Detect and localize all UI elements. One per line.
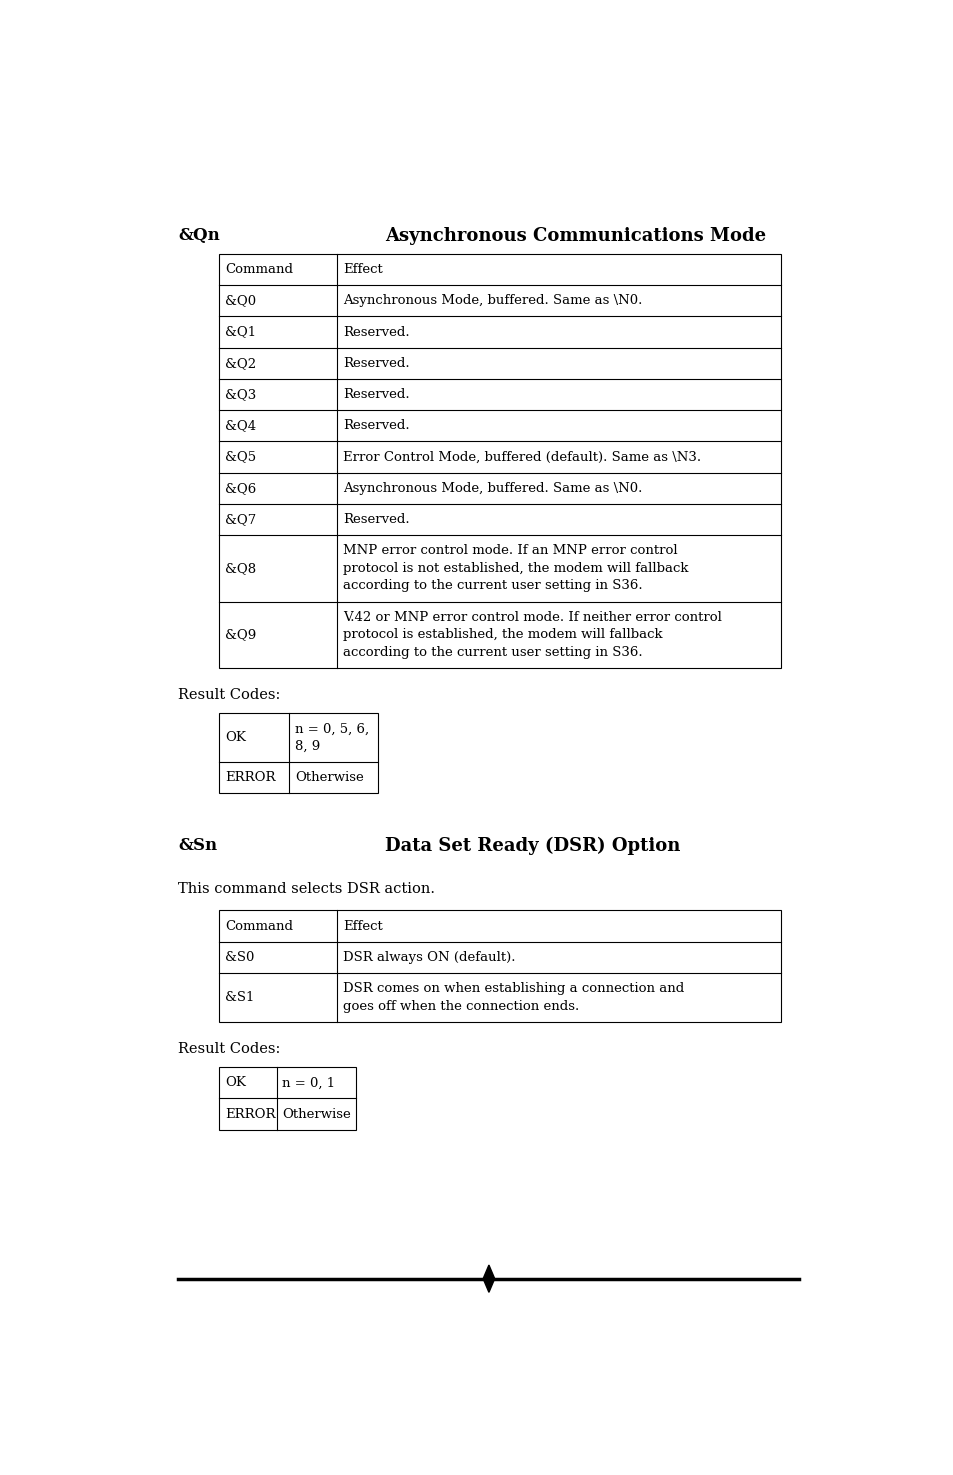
Text: MNP error control mode. If an MNP error control: MNP error control mode. If an MNP error …	[343, 544, 677, 558]
Text: DSR always ON (default).: DSR always ON (default).	[343, 951, 515, 963]
Text: &S0: &S0	[225, 951, 254, 963]
Text: &Q4: &Q4	[225, 419, 255, 432]
Text: Reserved.: Reserved.	[343, 419, 409, 432]
Text: DSR comes on when establishing a connection and: DSR comes on when establishing a connect…	[343, 982, 683, 996]
Text: Effect: Effect	[343, 263, 382, 276]
Text: Error Control Mode, buffered (default). Same as \N3.: Error Control Mode, buffered (default). …	[343, 450, 700, 463]
Text: n = 0, 1: n = 0, 1	[282, 1077, 335, 1090]
Text: &Q3: &Q3	[225, 388, 256, 401]
Text: &Q2: &Q2	[225, 357, 255, 370]
Text: &Qn: &Qn	[178, 227, 220, 243]
Text: Asynchronous Communications Mode: Asynchronous Communications Mode	[385, 227, 766, 245]
Text: Asynchronous Mode, buffered. Same as \N0.: Asynchronous Mode, buffered. Same as \N0…	[343, 295, 641, 307]
Text: &Q8: &Q8	[225, 562, 255, 575]
Text: Asynchronous Mode, buffered. Same as \N0.: Asynchronous Mode, buffered. Same as \N0…	[343, 482, 641, 494]
Text: &Q1: &Q1	[225, 326, 255, 339]
Bar	[219, 714, 377, 794]
Text: protocol is not established, the modem will fallback: protocol is not established, the modem w…	[343, 562, 688, 575]
Text: &S1: &S1	[225, 991, 254, 1004]
Text: &Q5: &Q5	[225, 450, 255, 463]
Text: Data Set Ready (DSR) Option: Data Set Ready (DSR) Option	[385, 836, 680, 856]
Text: OK: OK	[225, 1077, 246, 1090]
Text: ERROR: ERROR	[225, 1108, 275, 1121]
Text: Otherwise: Otherwise	[294, 771, 363, 785]
Bar	[219, 910, 781, 1022]
Text: Reserved.: Reserved.	[343, 357, 409, 370]
Text: according to the current user setting in S36.: according to the current user setting in…	[343, 580, 642, 593]
Text: goes off when the connection ends.: goes off when the connection ends.	[343, 1000, 578, 1013]
Text: Result Codes:: Result Codes:	[178, 1043, 280, 1056]
Text: Command: Command	[225, 263, 293, 276]
Text: Reserved.: Reserved.	[343, 388, 409, 401]
Text: n = 0, 5, 6,: n = 0, 5, 6,	[294, 723, 369, 736]
Text: according to the current user setting in S36.: according to the current user setting in…	[343, 646, 642, 659]
Text: 8, 9: 8, 9	[294, 740, 320, 754]
Text: Result Codes:: Result Codes:	[178, 689, 280, 702]
Bar	[219, 254, 781, 668]
Text: &Q7: &Q7	[225, 513, 256, 527]
Text: Command: Command	[225, 919, 293, 932]
Text: Reserved.: Reserved.	[343, 326, 409, 339]
Bar	[219, 1068, 355, 1130]
Text: Reserved.: Reserved.	[343, 513, 409, 527]
Text: This command selects DSR action.: This command selects DSR action.	[178, 882, 435, 897]
Text: &Q0: &Q0	[225, 295, 255, 307]
Text: ERROR: ERROR	[225, 771, 275, 785]
Text: OK: OK	[225, 732, 246, 745]
Text: protocol is established, the modem will fallback: protocol is established, the modem will …	[343, 628, 662, 642]
Text: V.42 or MNP error control mode. If neither error control: V.42 or MNP error control mode. If neith…	[343, 611, 721, 624]
Text: &Q9: &Q9	[225, 628, 256, 642]
Text: Otherwise: Otherwise	[282, 1108, 351, 1121]
Text: &Sn: &Sn	[178, 836, 217, 854]
Text: Effect: Effect	[343, 919, 382, 932]
Polygon shape	[482, 1266, 495, 1292]
Text: &Q6: &Q6	[225, 482, 256, 494]
